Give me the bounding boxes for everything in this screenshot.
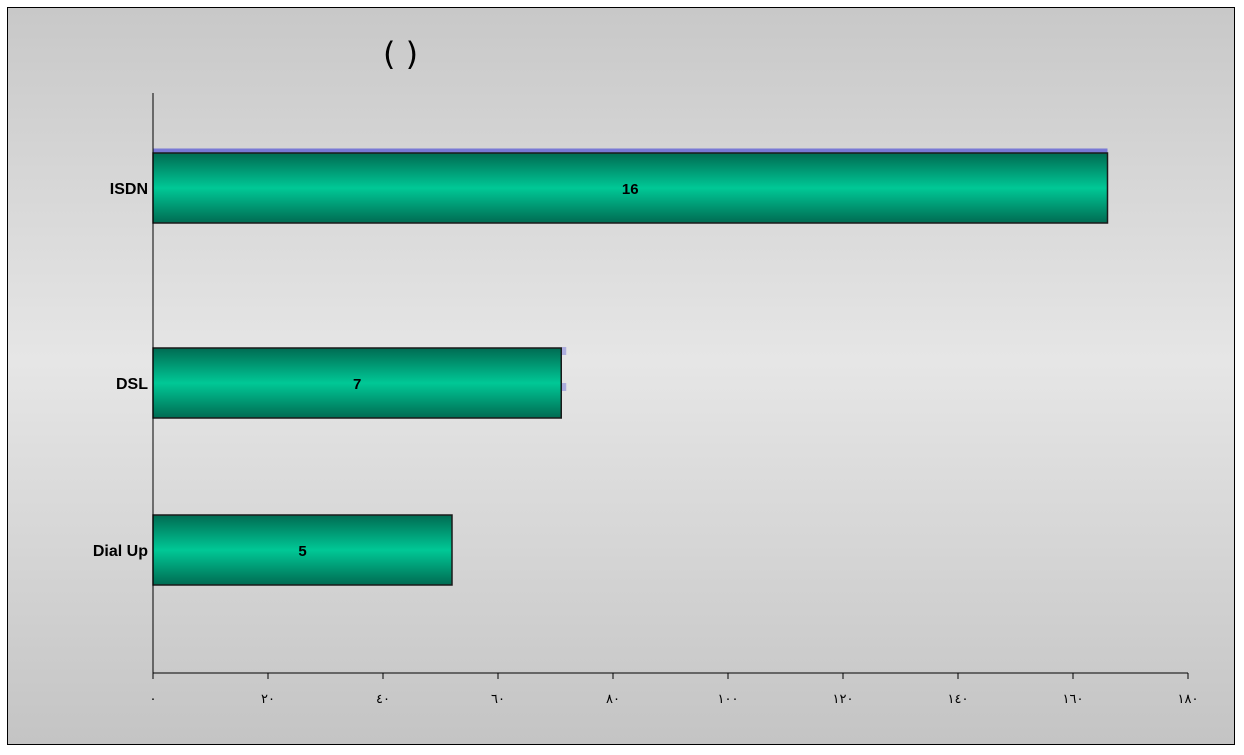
chart-frame: ( ) 16 7 5 ISDN DSL Dial Up ٠ ٢٠ ٤٠ ٦٠ ٨٠ ١٠٠ ١٢٠ ١٤… bbox=[7, 7, 1235, 745]
data-label: 16 bbox=[622, 181, 639, 198]
bar-dial-up bbox=[152, 514, 453, 586]
category-label: ISDN bbox=[110, 181, 148, 198]
x-tick-label: ٨٠ bbox=[606, 692, 620, 707]
data-label: 7 bbox=[353, 376, 361, 393]
x-tick-label: ١٠٠ bbox=[718, 692, 739, 707]
x-tick-label: ٤٠ bbox=[376, 692, 390, 707]
category-label: Dial Up bbox=[93, 543, 148, 560]
x-tick-label: ١٦٠ bbox=[1063, 692, 1084, 707]
data-label: 5 bbox=[298, 543, 306, 560]
x-tick-label: ١٤٠ bbox=[948, 692, 969, 707]
chart-title: ( ) bbox=[383, 35, 418, 73]
category-label: DSL bbox=[116, 376, 148, 393]
x-tick-label: ١٨٠ bbox=[1178, 692, 1199, 707]
x-tick-label: ٦٠ bbox=[491, 692, 505, 707]
x-tick-label: ٠ bbox=[150, 692, 157, 707]
x-tick-label: ٢٠ bbox=[261, 692, 275, 707]
bar-chart: ( ) 16 7 5 ISDN DSL Dial Up ٠ ٢٠ ٤٠ ٦٠ ٨٠ ١٠٠ ١٢٠ ١٤… bbox=[93, 35, 1199, 707]
bar-isdn bbox=[152, 152, 1109, 224]
x-tick-label: ١٢٠ bbox=[833, 692, 854, 707]
bar-dsl bbox=[152, 347, 562, 419]
